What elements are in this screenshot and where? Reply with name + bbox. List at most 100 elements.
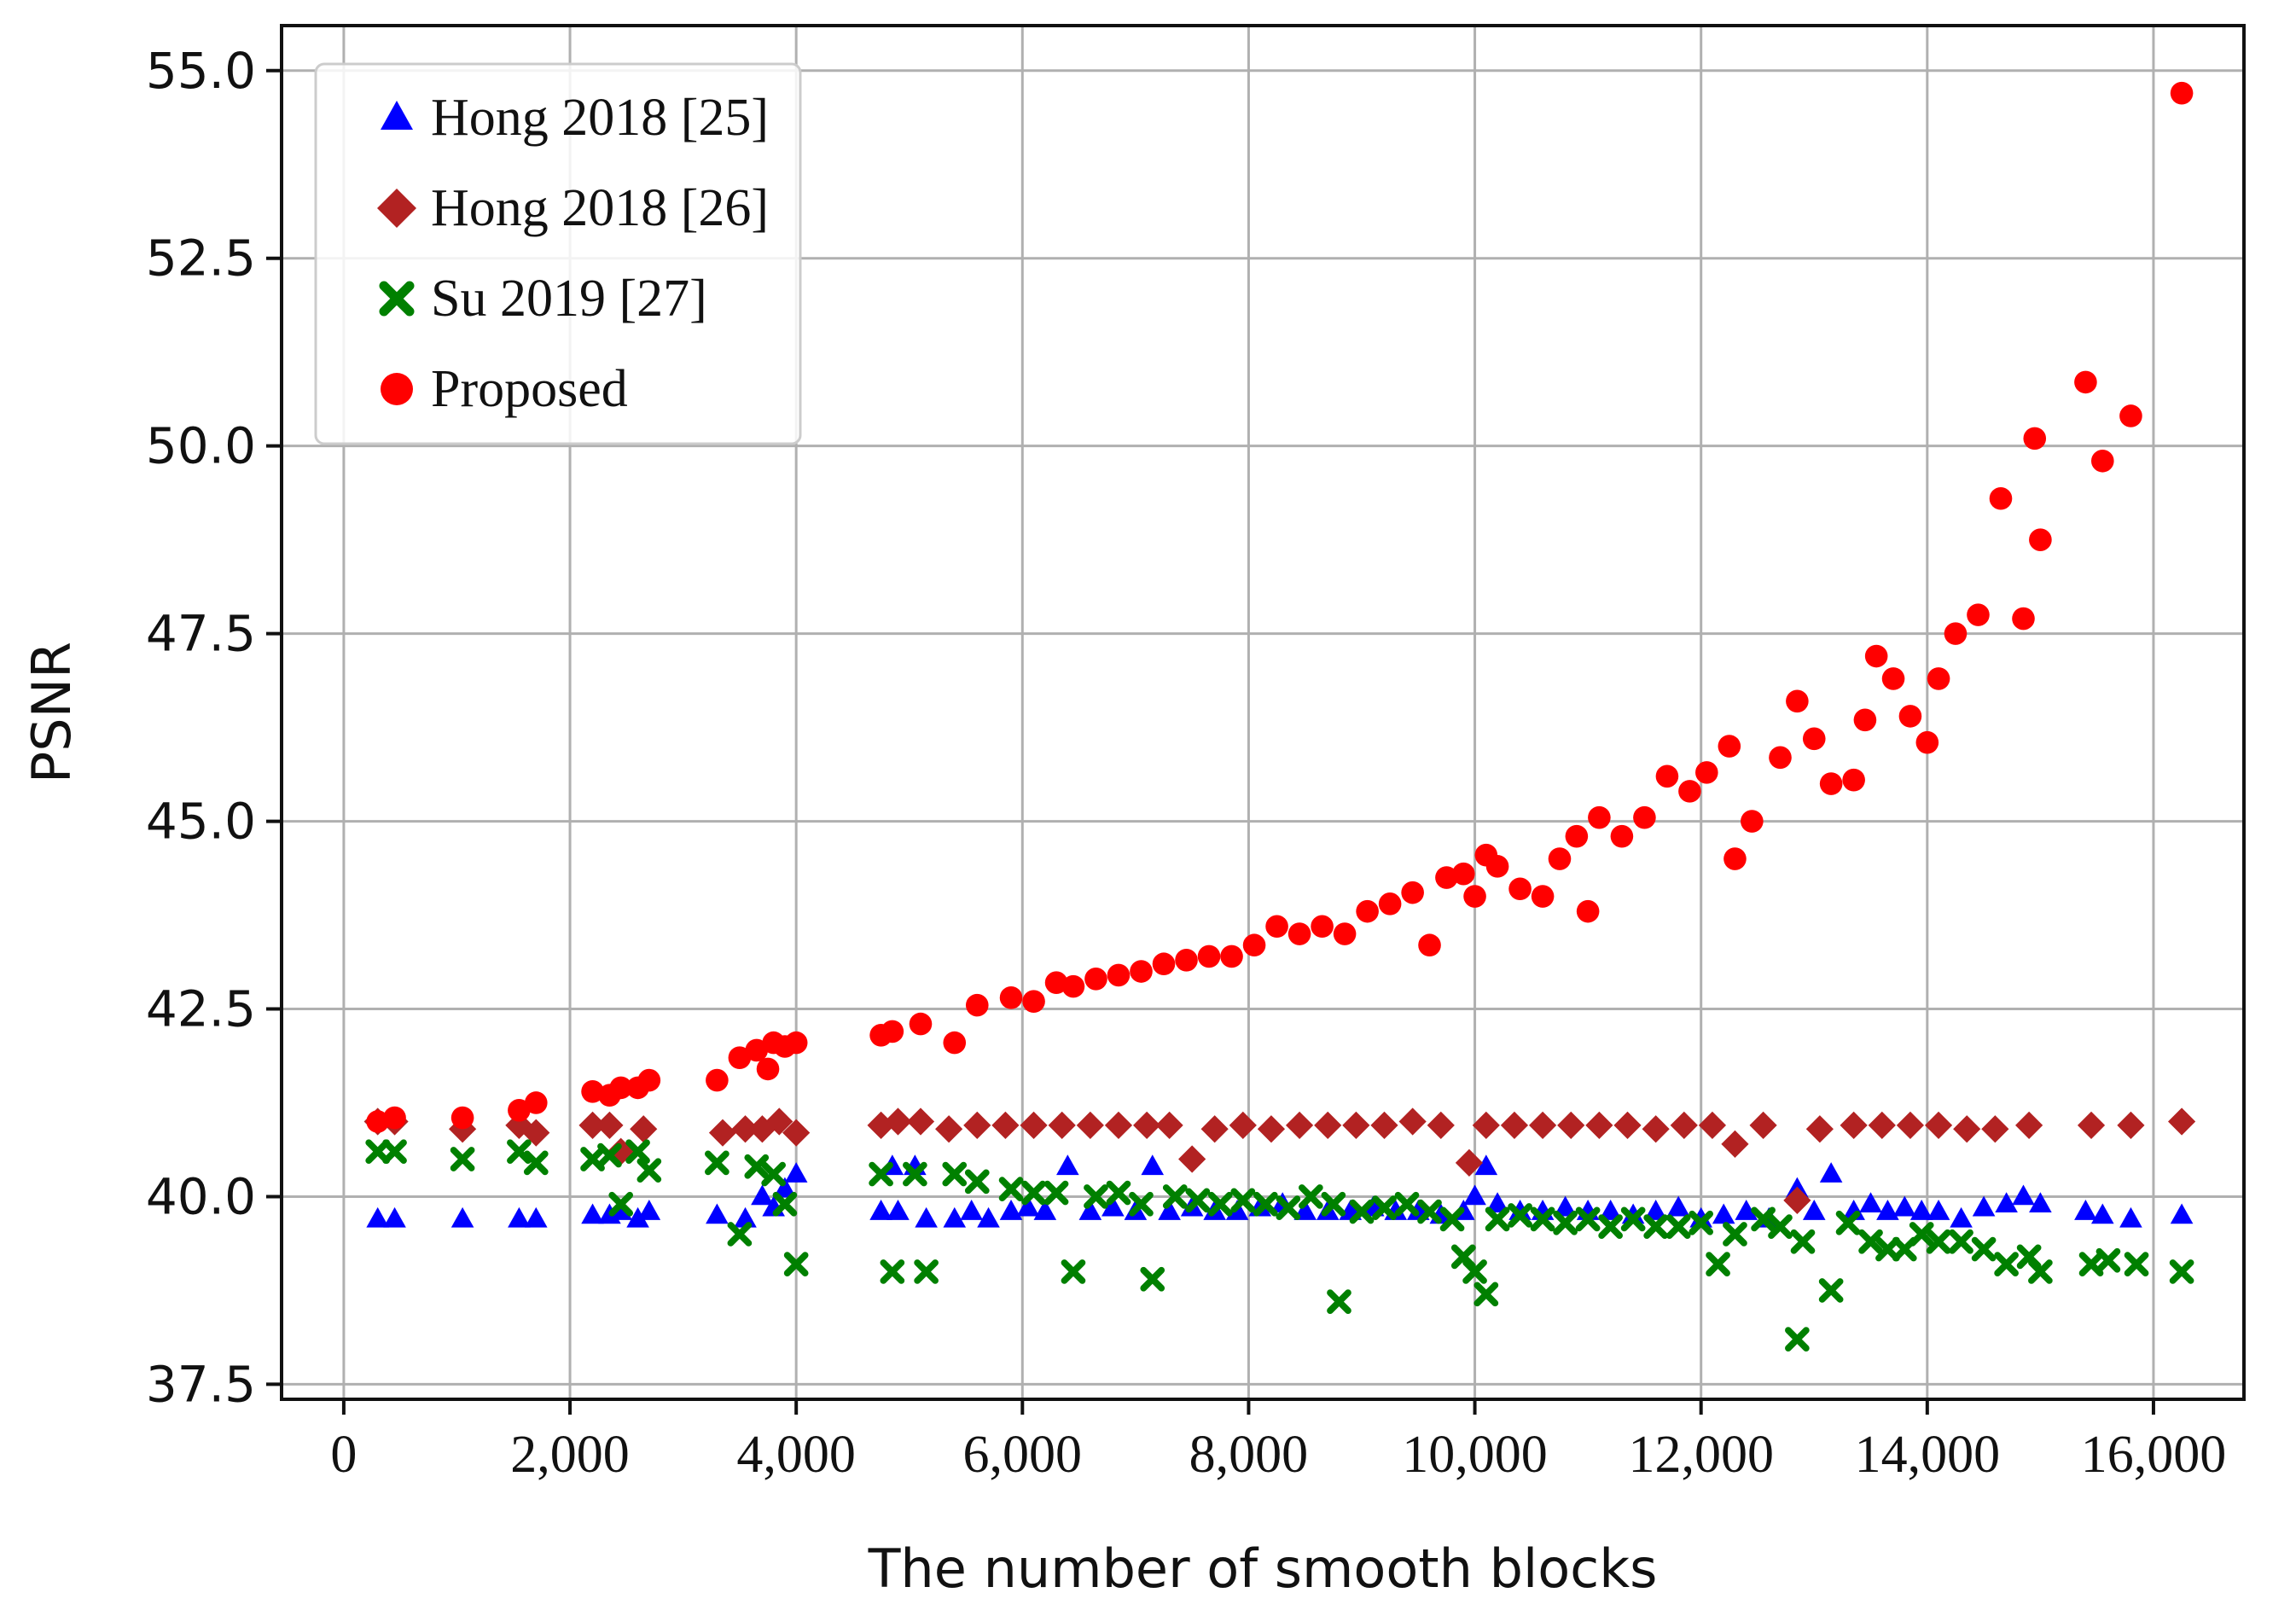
series-0-point-48	[1485, 1192, 1509, 1213]
legend-items: Hong 2018 [25] Hong 2018 [26] Su 2019 [27]…	[377, 89, 769, 418]
plot-frame	[280, 24, 2246, 1401]
series-3-point-36	[1311, 915, 1334, 939]
series-0-point-23	[977, 1206, 1000, 1228]
series-2-point-65	[1858, 1229, 1883, 1254]
series-3-point-47	[1508, 877, 1532, 901]
series-3-point-20	[943, 1031, 967, 1055]
y-tick-label-4: 47.5	[146, 605, 256, 663]
legend-label-2: Su 2019 [27]	[431, 270, 707, 328]
series-3-point-53	[1610, 824, 1634, 848]
series-3-point-34	[1265, 915, 1288, 939]
series-2-point-77	[2124, 1252, 2149, 1276]
series-3-point-11	[728, 1046, 752, 1069]
series-3-point-35	[1288, 922, 1311, 945]
x-axis-ticks: 0 2,000 4,000 6,000 8,000 10,000 12,000 14,000 1…	[330, 1399, 2226, 1484]
series-3-point-1	[383, 1106, 406, 1130]
series-2-point-11	[727, 1222, 753, 1247]
series-3-point-57	[1695, 761, 1718, 784]
y-tick-label-7: 55.0	[146, 42, 256, 100]
series-1-point-52	[1896, 1111, 1925, 1139]
series-0-point-59	[1735, 1200, 1758, 1220]
series-3-point-79	[2090, 449, 2114, 473]
series-2-point-28	[1129, 1191, 1154, 1217]
series-2-point-39	[1349, 1199, 1375, 1224]
series-3-point-33	[1242, 933, 1266, 957]
series-3-point-71	[1927, 667, 1950, 690]
series-3-point-77	[2029, 528, 2052, 551]
series-3-point-12	[745, 1038, 769, 1062]
y-axis-label: PSNR	[20, 642, 83, 783]
series-2-point-64	[1835, 1210, 1861, 1235]
series-3-point-55	[1655, 764, 1679, 788]
series-1-point-17	[935, 1115, 963, 1143]
series-3-point-25	[1061, 974, 1085, 998]
series-1-point-15	[884, 1107, 912, 1136]
legend-marker-3	[381, 373, 413, 405]
series-0-point-75	[2074, 1200, 2097, 1220]
series-1-point-45	[1698, 1111, 1727, 1139]
series-3-point-80	[2119, 404, 2142, 427]
series-0-point-28	[1078, 1200, 1102, 1220]
series-0-point-57	[1689, 1206, 1712, 1228]
series-3-point-73	[1967, 603, 1990, 626]
series-3-point-63	[1802, 727, 1826, 751]
series-0-point-5	[581, 1203, 604, 1224]
series-2-point-36	[1298, 1184, 1323, 1209]
series-1-point-50	[1840, 1111, 1868, 1139]
series-3-point-46	[1485, 855, 1509, 878]
legend-label-0: Hong 2018 [25]	[431, 89, 769, 147]
series-3-point-67	[1864, 644, 1888, 668]
series-1-point-12	[765, 1107, 793, 1136]
series-1-point-57	[2077, 1111, 2106, 1139]
legend: Hong 2018 [25] Hong 2018 [26] Su 2019 [27]…	[314, 62, 802, 445]
series-0-point-65	[1859, 1192, 1882, 1213]
series-2-point-57	[1706, 1252, 1730, 1276]
series-2-point-63	[1818, 1278, 1844, 1303]
y-tick-label-6: 52.5	[146, 230, 256, 288]
series-3-point-49	[1548, 847, 1572, 870]
series-3-point-31	[1197, 945, 1221, 968]
series-0-point-8	[626, 1206, 649, 1228]
series-2-point-46	[1474, 1282, 1499, 1307]
series-2-point-43	[1439, 1206, 1465, 1232]
series-1-point-41	[1585, 1111, 1613, 1139]
series-0-point-76	[2090, 1203, 2114, 1224]
series-3-point-62	[1786, 689, 1809, 713]
series-3-point-58	[1718, 735, 1741, 758]
series-1-point-7	[607, 1137, 635, 1165]
series-2-point-55	[1665, 1214, 1691, 1239]
series-2-point-30	[1162, 1184, 1188, 1209]
series-1-point-37	[1472, 1111, 1500, 1139]
series-0-point-25	[1016, 1195, 1040, 1217]
series-0-point-62	[1802, 1200, 1826, 1220]
series-3-point-61	[1769, 746, 1792, 770]
series-0-point-27	[1056, 1154, 1079, 1176]
series-1-point-51	[1868, 1111, 1896, 1139]
series-2-point-4	[523, 1150, 549, 1176]
series-2-point-45	[1462, 1259, 1487, 1284]
series-1-point-10	[731, 1115, 759, 1143]
series-1-point-6	[596, 1111, 624, 1139]
series-2-point-34	[1253, 1191, 1278, 1217]
series-1-point-21	[1048, 1111, 1076, 1139]
series-1-point-38	[1500, 1111, 1529, 1139]
series-1-point-43	[1642, 1115, 1670, 1143]
series-3-point-18	[881, 1020, 904, 1043]
series-3-point-29	[1152, 952, 1176, 976]
series-2-point-71	[1971, 1236, 1997, 1262]
series-2-point-48	[1508, 1203, 1532, 1228]
series-3-point-10	[706, 1068, 729, 1092]
series-0-point-22	[960, 1200, 983, 1220]
series-2-point-17	[880, 1259, 905, 1284]
series-0-point-74	[2029, 1192, 2052, 1213]
series-1-point-8	[630, 1115, 658, 1143]
series-2-point-59	[1751, 1206, 1776, 1232]
series-0-point-66	[1876, 1200, 1899, 1220]
series-2-point-32	[1207, 1191, 1233, 1217]
series-1-point-16	[906, 1107, 935, 1136]
series-2-point-69	[1926, 1229, 1951, 1254]
series-1-point-30	[1285, 1111, 1314, 1139]
series-1-point-33	[1370, 1111, 1398, 1139]
legend-label-3: Proposed	[431, 360, 628, 418]
series-0-point-72	[1995, 1192, 2018, 1213]
